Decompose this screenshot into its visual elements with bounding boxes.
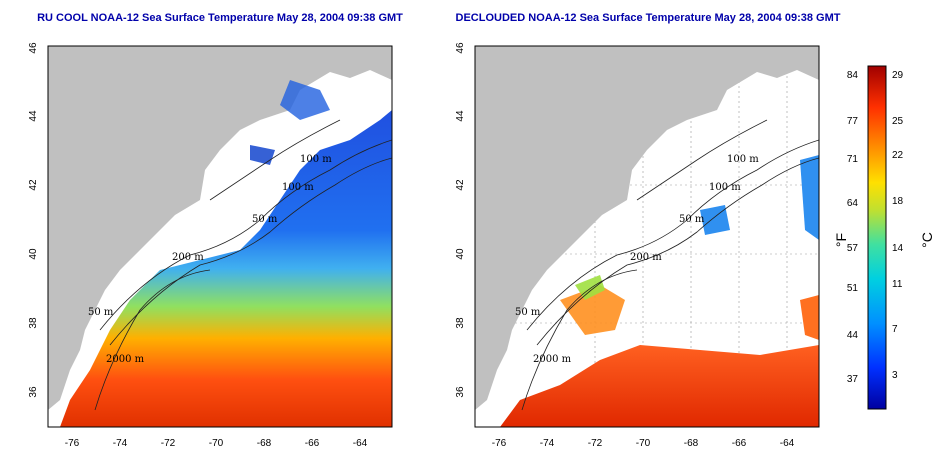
celsius-ticks: 29 25 22 18 14 11 7 3	[892, 70, 904, 381]
contour-label: 2000 m	[106, 354, 145, 365]
contour-label: 100 m	[727, 154, 759, 165]
lon-tick: -72	[161, 438, 176, 449]
contour-label: 2000 m	[533, 354, 572, 365]
contour-label: 200 m	[172, 252, 204, 263]
lon-tick: -64	[353, 438, 368, 449]
lon-tick: -76	[65, 438, 80, 449]
celsius-tick: 29	[892, 70, 904, 81]
lat-tick: 38	[455, 317, 466, 329]
lon-tick: -70	[636, 438, 651, 449]
lon-ticks: -76 -74 -72 -70 -68 -66 -64	[65, 438, 368, 449]
fahrenheit-tick: 77	[847, 116, 859, 127]
contour-labels: 100 m 100 m 50 m 200 m 50 m 2000 m	[515, 154, 759, 365]
bathymetry-contours	[94, 119, 392, 411]
fahrenheit-tick: 51	[847, 283, 859, 294]
contour-label: 50 m	[515, 307, 541, 318]
lat-tick: 40	[28, 248, 39, 260]
celsius-tick: 3	[892, 370, 898, 381]
land-mass	[475, 46, 819, 410]
colorbar: 84 77 71 64 57 51 44 37 29 25 22 18 14 1…	[833, 65, 935, 410]
lat-tick: 42	[455, 179, 466, 191]
lon-ticks: -76 -74 -72 -70 -68 -66 -64	[492, 438, 795, 449]
celsius-tick: 7	[892, 324, 898, 335]
lat-tick: 36	[28, 386, 39, 398]
lat-tick: 46	[28, 42, 39, 54]
lat-tick: 38	[28, 317, 39, 329]
lat-ticks: 36 38 40 42 44 46	[455, 42, 466, 398]
fahrenheit-tick: 44	[847, 330, 859, 341]
fahrenheit-ticks: 84 77 71 64 57 51 44 37	[847, 70, 859, 385]
lon-tick: -74	[540, 438, 555, 449]
lon-tick: -66	[732, 438, 747, 449]
map-plot-area: 100 m 100 m 50 m 200 m 50 m 2000 m	[475, 46, 819, 427]
lon-tick: -76	[492, 438, 507, 449]
map-plot-area: 100 m 100 m 50 m 200 m 50 m 2000 m	[48, 46, 392, 427]
contour-label: 50 m	[252, 214, 278, 225]
map-title: DECLOUDED NOAA-12 Sea Surface Temperatur…	[456, 12, 841, 24]
fahrenheit-tick: 84	[847, 70, 859, 81]
celsius-tick: 22	[892, 150, 904, 161]
fahrenheit-tick: 37	[847, 374, 859, 385]
map-right: DECLOUDED NOAA-12 Sea Surface Temperatur…	[455, 12, 841, 449]
map-frame	[474, 45, 820, 428]
lat-tick: 36	[455, 386, 466, 398]
lon-tick: -70	[209, 438, 224, 449]
celsius-tick: 11	[892, 279, 903, 290]
contour-label: 50 m	[679, 214, 705, 225]
contour-label: 100 m	[709, 182, 741, 193]
lat-tick: 46	[455, 42, 466, 54]
contour-labels: 100 m 100 m 50 m 200 m 50 m 2000 m	[88, 154, 332, 365]
fahrenheit-tick: 57	[847, 243, 859, 254]
lat-tick: 44	[28, 110, 39, 122]
sst-field	[500, 345, 819, 427]
fahrenheit-unit-label: °F	[833, 233, 849, 247]
land-mass	[48, 46, 392, 410]
celsius-unit-label: °C	[919, 232, 935, 248]
lon-tick: -64	[780, 438, 795, 449]
contour-label: 100 m	[300, 154, 332, 165]
contour-label: 100 m	[282, 182, 314, 193]
map-title: RU COOL NOAA-12 Sea Surface Temperature …	[37, 12, 403, 24]
lat-tick: 42	[28, 179, 39, 191]
lon-tick: -68	[257, 438, 272, 449]
sst-field	[60, 110, 392, 427]
map-left: RU COOL NOAA-12 Sea Surface Temperature …	[28, 12, 403, 449]
lat-tick: 40	[455, 248, 466, 260]
celsius-tick: 25	[892, 116, 904, 127]
celsius-tick: 14	[892, 243, 904, 254]
map-frame	[47, 45, 393, 428]
lat-tick: 44	[455, 110, 466, 122]
lon-tick: -66	[305, 438, 320, 449]
lon-tick: -68	[684, 438, 699, 449]
fahrenheit-tick: 64	[847, 198, 859, 209]
contour-label: 200 m	[630, 252, 662, 263]
lon-tick: -74	[113, 438, 128, 449]
contour-label: 50 m	[88, 307, 114, 318]
lon-tick: -72	[588, 438, 603, 449]
fahrenheit-tick: 71	[847, 154, 859, 165]
lat-ticks: 36 38 40 42 44 46	[28, 42, 39, 398]
bathymetry-contours	[521, 119, 819, 411]
celsius-tick: 18	[892, 196, 904, 207]
colorbar-gradient	[867, 65, 887, 410]
